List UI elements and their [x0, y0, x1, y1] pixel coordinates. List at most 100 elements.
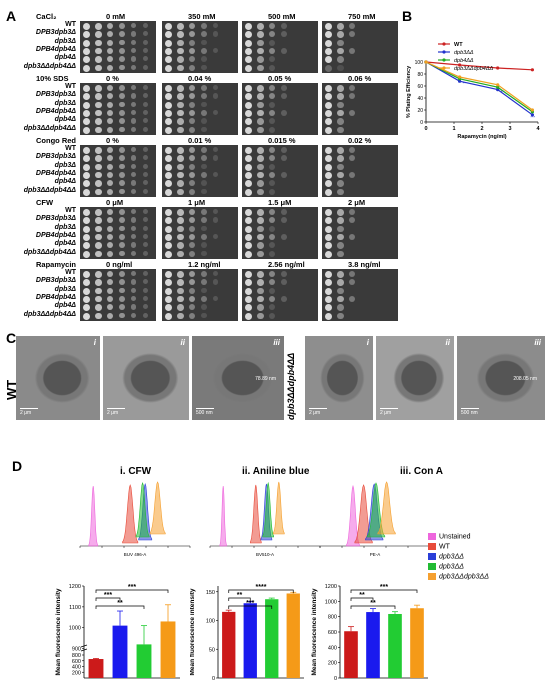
yeast-spot — [325, 118, 332, 126]
yeast-spot — [201, 147, 207, 153]
strain-label: dpb3ΔΔdpb4ΔΔ — [23, 248, 76, 256]
tem-image: i 2 μm — [305, 336, 373, 420]
yeast-spot — [325, 233, 332, 241]
y-tick-label: 600 — [328, 630, 337, 636]
yeast-spot — [325, 31, 332, 39]
yeast-spot — [119, 233, 125, 240]
yeast-spot — [107, 109, 114, 117]
yeast-spot — [325, 101, 332, 109]
legend-label: WT — [454, 42, 463, 48]
condition-level: 500 mM — [268, 12, 296, 21]
yeast-spot — [119, 287, 125, 294]
yeast-spot — [337, 242, 344, 249]
yeast-spot — [269, 147, 276, 154]
yeast-spot — [189, 23, 196, 30]
plate-image — [242, 207, 318, 259]
yeast-spot — [189, 93, 196, 100]
yeast-spot — [107, 101, 114, 108]
plate-image — [242, 83, 318, 135]
yeast-spot — [257, 271, 264, 278]
strain-label: dpb4Δ — [54, 240, 76, 248]
condition-name: 10% SDS — [36, 74, 69, 83]
yeast-spot — [325, 250, 332, 258]
condition-level: 0.02 % — [348, 136, 372, 145]
yeast-spot — [131, 180, 137, 186]
yeast-spot — [325, 39, 332, 47]
tem-image: ii 2 μm — [376, 336, 454, 420]
condition-level: 0.015 % — [268, 136, 296, 145]
series-line — [425, 61, 533, 116]
bar — [243, 603, 257, 678]
hist-x-label: BUV 496-A — [124, 552, 147, 557]
legend-label: Unstained — [439, 533, 471, 541]
yeast-spot — [189, 225, 196, 232]
yeast-spot — [269, 217, 276, 224]
yeast-spot — [245, 180, 252, 188]
yeast-spot — [269, 295, 276, 303]
plate-image — [322, 269, 398, 321]
yeast-spot — [119, 85, 125, 91]
yeast-spot — [201, 23, 207, 29]
yeast-spot — [213, 217, 219, 223]
yeast-spot — [189, 109, 196, 117]
yeast-spot — [257, 93, 264, 100]
yeast-spot — [83, 171, 90, 179]
condition-level: 1.5 μM — [268, 198, 292, 207]
yeast-spot — [213, 295, 219, 302]
yeast-spot — [107, 312, 114, 319]
yeast-spot — [83, 295, 90, 303]
bar — [344, 631, 358, 678]
yeast-spot — [349, 271, 356, 278]
yeast-spot — [107, 250, 114, 257]
yeast-spot — [165, 287, 172, 295]
histogram-cfw: BUV 496-A — [79, 481, 191, 557]
yeast-spot — [107, 225, 114, 232]
yeast-spot — [143, 163, 148, 169]
condition-name: Rapamycin — [36, 260, 77, 269]
yeast-spot — [131, 295, 137, 302]
yeast-spot — [143, 209, 148, 214]
yeast-spot — [107, 85, 114, 92]
yeast-spot — [119, 209, 125, 215]
yeast-spot — [257, 180, 264, 187]
plate-image — [80, 145, 156, 197]
yeast-spot — [257, 217, 264, 224]
yeast-spot — [143, 147, 148, 152]
yeast-spot — [257, 242, 264, 249]
yeast-spot — [165, 101, 172, 109]
y-tick-label: 80 — [417, 72, 423, 78]
yeast-spot — [95, 233, 102, 241]
yeast-spot — [165, 39, 172, 47]
significance-label: *** — [530, 115, 535, 120]
yeast-spot — [165, 23, 172, 30]
yeast-spot — [119, 163, 125, 170]
yeast-spot — [257, 225, 264, 233]
condition-level: 750 mM — [348, 12, 376, 21]
yeast-spot — [337, 217, 344, 224]
yeast-spot — [269, 64, 276, 71]
yeast-spot — [189, 147, 196, 154]
strain-label: DPB3dpb3Δ — [35, 153, 76, 161]
yeast-spot — [107, 180, 114, 187]
yeast-spot — [213, 47, 219, 54]
yeast-spot — [119, 242, 125, 248]
yeast-spot — [177, 23, 184, 30]
tem-sub-label: i — [366, 338, 369, 347]
legend-swatch — [428, 553, 436, 560]
yeast-spot — [119, 188, 125, 195]
yeast-spot — [189, 126, 196, 133]
yeast-spot — [83, 304, 90, 312]
hist-x-label: BV510-A — [256, 552, 274, 557]
yeast-spot — [325, 85, 332, 92]
yeast-spot — [177, 312, 184, 320]
strain-label: dpb3ΔΔdpb4ΔΔ — [23, 124, 76, 132]
yeast-spot — [337, 101, 344, 109]
yeast-spot — [189, 64, 196, 71]
yeast-spot — [165, 171, 172, 179]
yeast-spot — [177, 242, 184, 249]
condition-level: 1 μM — [188, 198, 206, 207]
scale-bar: 500 nm — [196, 410, 213, 416]
plating-efficiency-chart: 0 20 40 60 80 100 0 1 2 3 4 Rapamycin (ng/ml) % Plat… — [406, 42, 540, 140]
yeast-spot — [83, 101, 90, 109]
yeast-spot — [131, 23, 137, 29]
